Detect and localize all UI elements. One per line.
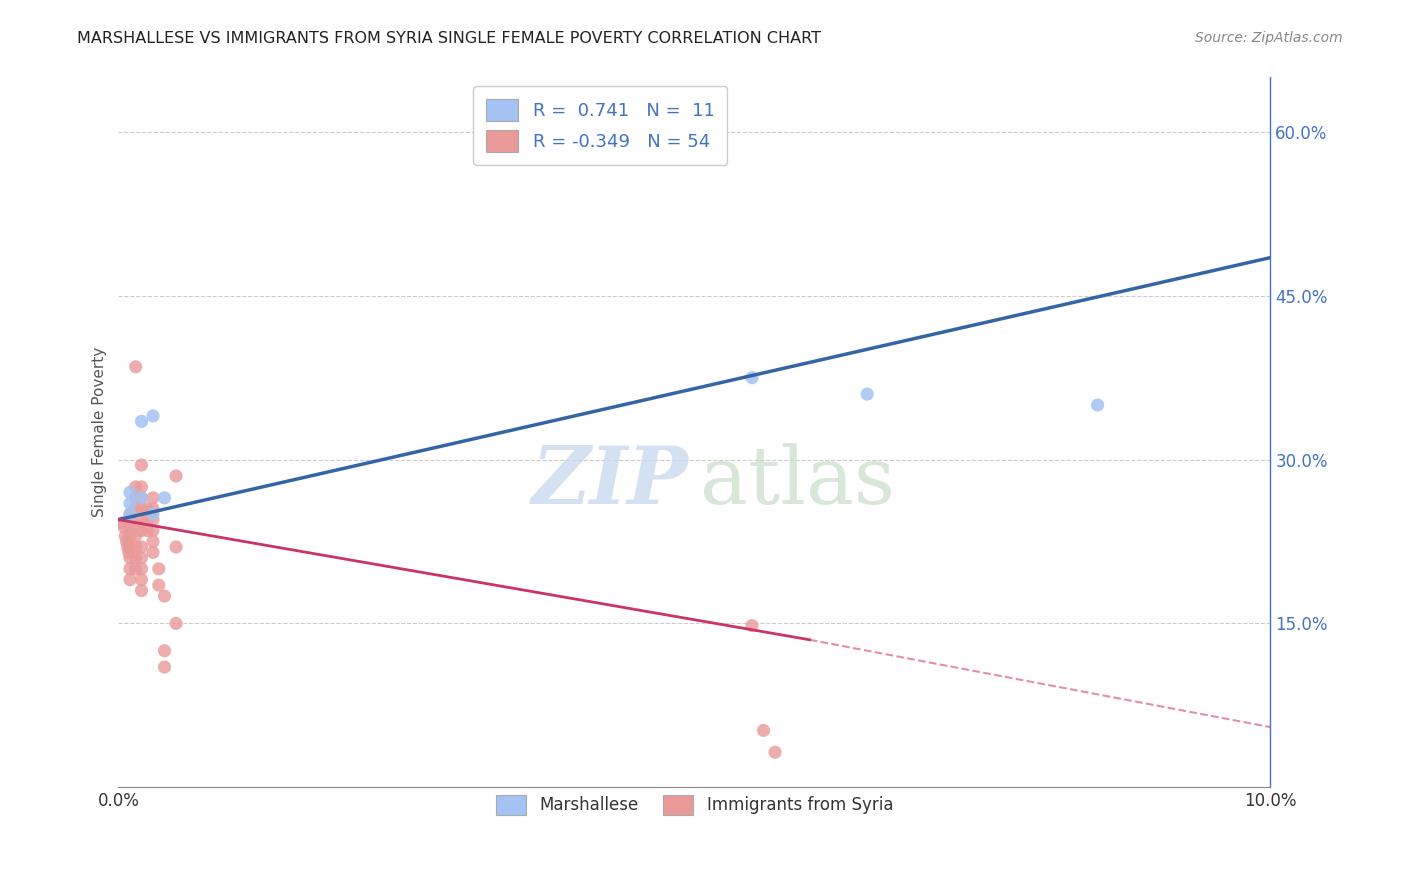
Point [118,518,141,533]
Point [118,507,141,521]
Point [741,370,763,384]
Point [125,540,148,554]
Point [148,562,170,576]
Point [125,491,148,505]
Point [142,501,165,516]
Point [142,491,165,505]
Point [118,562,141,576]
Point [118,540,141,554]
Text: Source: ZipAtlas.com: Source: ZipAtlas.com [1195,31,1343,45]
Point [153,660,176,674]
Point [142,534,165,549]
Point [125,562,148,576]
Point [118,485,141,500]
Point [136,524,159,538]
Point [131,562,153,576]
Point [131,491,153,505]
Point [131,573,153,587]
Point [136,501,159,516]
Point [112,520,135,534]
Point [165,469,187,483]
Point [153,643,176,657]
Point [131,550,153,565]
Point [125,529,148,543]
Point [763,745,786,759]
Point [125,480,148,494]
Point [125,518,148,533]
Point [153,589,176,603]
Point [131,513,153,527]
Point [142,524,165,538]
Point [131,491,153,505]
Point [125,359,148,374]
Point [118,573,141,587]
Point [165,540,187,554]
Point [136,513,159,527]
Point [142,409,165,423]
Point [125,501,148,516]
Point [148,578,170,592]
Point [165,616,187,631]
Point [118,545,141,559]
Point [142,507,165,521]
Point [856,387,879,401]
Point [131,540,153,554]
Point [118,496,141,510]
Point [131,583,153,598]
Point [752,723,775,738]
Point [131,458,153,472]
Point [131,524,153,538]
Point [118,529,141,543]
Point [142,513,165,527]
Point [1087,398,1109,412]
Text: MARSHALLESE VS IMMIGRANTS FROM SYRIA SINGLE FEMALE POVERTY CORRELATION CHART: MARSHALLESE VS IMMIGRANTS FROM SYRIA SIN… [77,31,821,46]
Text: atlas: atlas [700,443,896,521]
Point [117,540,139,554]
Legend: Marshallese, Immigrants from Syria: Marshallese, Immigrants from Syria [485,785,903,825]
Point [114,529,136,543]
Point [142,545,165,559]
Point [131,414,153,428]
Point [131,480,153,494]
Point [115,534,138,549]
Point [118,550,141,565]
Point [118,507,141,521]
Point [125,550,148,565]
Y-axis label: Single Female Poverty: Single Female Poverty [93,347,107,517]
Point [131,501,153,516]
Text: ZIP: ZIP [531,443,689,521]
Point [153,491,176,505]
Point [111,516,134,530]
Point [741,618,763,632]
